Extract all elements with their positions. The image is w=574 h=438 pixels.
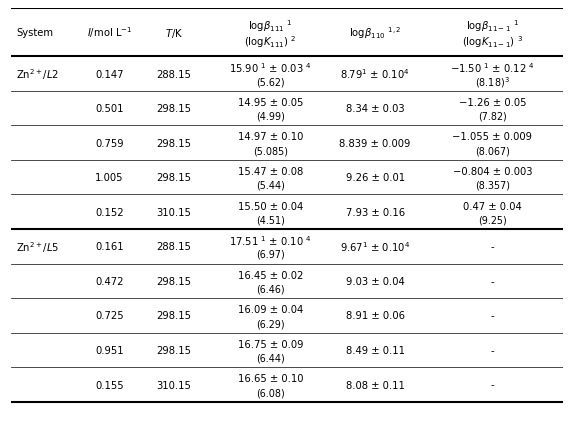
Text: (5.62): (5.62) [256,77,285,87]
Text: -: - [490,380,494,390]
Text: -: - [490,311,494,321]
Text: 16.45 ± 0.02: 16.45 ± 0.02 [238,270,303,280]
Text: 15.90 $^1$ ± 0.03 $^4$: 15.90 $^1$ ± 0.03 $^4$ [229,61,312,75]
Text: (5.085): (5.085) [253,146,288,156]
Text: (log$K_{111}$) $^2$: (log$K_{111}$) $^2$ [245,34,297,49]
Text: 298.15: 298.15 [157,345,192,355]
Text: $\mathit{T}$/K: $\mathit{T}$/K [165,26,183,39]
Text: 15.50 ± 0.04: 15.50 ± 0.04 [238,201,303,211]
Text: 15.47 ± 0.08: 15.47 ± 0.08 [238,166,303,177]
Text: 8.08 ± 0.11: 8.08 ± 0.11 [346,380,405,390]
Text: (7.82): (7.82) [478,111,507,121]
Text: (6.29): (6.29) [256,318,285,328]
Text: (6.44): (6.44) [256,353,285,363]
Text: (6.08): (6.08) [256,387,285,397]
Text: (6.97): (6.97) [256,249,285,259]
Text: (9.25): (9.25) [478,215,507,225]
Text: 288.15: 288.15 [157,242,192,252]
Text: 298.15: 298.15 [157,276,192,286]
Text: 310.15: 310.15 [157,380,192,390]
Text: 0.155: 0.155 [95,380,123,390]
Text: 14.95 ± 0.05: 14.95 ± 0.05 [238,98,303,108]
Text: (8.357): (8.357) [475,180,510,191]
Text: 9.03 ± 0.04: 9.03 ± 0.04 [346,276,405,286]
Text: 7.93 ± 0.16: 7.93 ± 0.16 [346,207,405,217]
Text: 0.951: 0.951 [95,345,123,355]
Text: 9.26 ± 0.01: 9.26 ± 0.01 [346,173,405,183]
Text: 0.501: 0.501 [95,104,123,114]
Text: 1.005: 1.005 [95,173,123,183]
Text: $\mathit{I}$/mol L$^{-1}$: $\mathit{I}$/mol L$^{-1}$ [87,25,132,40]
Text: log$\beta_{110}$ $^{1,2}$: log$\beta_{110}$ $^{1,2}$ [349,25,401,41]
Text: (6.46): (6.46) [256,284,285,294]
Text: 0.759: 0.759 [95,138,123,148]
Text: 8.91 ± 0.06: 8.91 ± 0.06 [346,311,405,321]
Text: −1.50 $^1$ ± 0.12 $^4$: −1.50 $^1$ ± 0.12 $^4$ [450,61,535,75]
Text: -: - [490,345,494,355]
Text: -: - [490,242,494,252]
Text: 8.839 ± 0.009: 8.839 ± 0.009 [339,138,411,148]
Text: Zn$^{2+}$/$\mathit{L5}$: Zn$^{2+}$/$\mathit{L5}$ [16,240,59,254]
Text: −1.055 ± 0.009: −1.055 ± 0.009 [452,132,532,142]
Text: 8.34 ± 0.03: 8.34 ± 0.03 [346,104,405,114]
Text: 0.725: 0.725 [95,311,123,321]
Text: 17.51 $^1$ ± 0.10 $^4$: 17.51 $^1$ ± 0.10 $^4$ [229,233,312,247]
Text: (8.067): (8.067) [475,146,510,156]
Text: 0.147: 0.147 [95,69,123,79]
Text: (8.18)$^3$: (8.18)$^3$ [475,74,510,89]
Text: −1.26 ± 0.05: −1.26 ± 0.05 [459,98,526,108]
Text: 16.09 ± 0.04: 16.09 ± 0.04 [238,304,303,314]
Text: 298.15: 298.15 [157,173,192,183]
Text: -: - [490,276,494,286]
Text: (log$K_{11-1}$) $^3$: (log$K_{11-1}$) $^3$ [461,34,523,49]
Text: 298.15: 298.15 [157,311,192,321]
Text: (4.51): (4.51) [256,215,285,225]
Text: 310.15: 310.15 [157,207,192,217]
Text: 16.65 ± 0.10: 16.65 ± 0.10 [238,374,303,383]
Text: 16.75 ± 0.09: 16.75 ± 0.09 [238,339,303,349]
Text: log$\beta_{11-1}$ $^1$: log$\beta_{11-1}$ $^1$ [466,18,519,34]
Text: 0.152: 0.152 [95,207,123,217]
Text: 0.472: 0.472 [95,276,123,286]
Text: 298.15: 298.15 [157,104,192,114]
Text: 288.15: 288.15 [157,69,192,79]
Text: log$\beta_{111}$ $^1$: log$\beta_{111}$ $^1$ [249,18,293,34]
Text: 8.49 ± 0.11: 8.49 ± 0.11 [346,345,405,355]
Text: −0.804 ± 0.003: −0.804 ± 0.003 [452,166,532,177]
Text: 0.47 ± 0.04: 0.47 ± 0.04 [463,201,522,211]
Text: 8.79$^1$ ± 0.10$^4$: 8.79$^1$ ± 0.10$^4$ [340,67,410,81]
Text: 0.161: 0.161 [95,242,123,252]
Text: (4.99): (4.99) [256,111,285,121]
Text: System: System [16,28,53,38]
Text: 298.15: 298.15 [157,138,192,148]
Text: 9.67$^1$ ± 0.10$^4$: 9.67$^1$ ± 0.10$^4$ [340,240,410,254]
Text: Zn$^{2+}$/$\mathit{L2}$: Zn$^{2+}$/$\mathit{L2}$ [16,67,59,82]
Text: 14.97 ± 0.10: 14.97 ± 0.10 [238,132,303,142]
Text: (5.44): (5.44) [256,180,285,191]
